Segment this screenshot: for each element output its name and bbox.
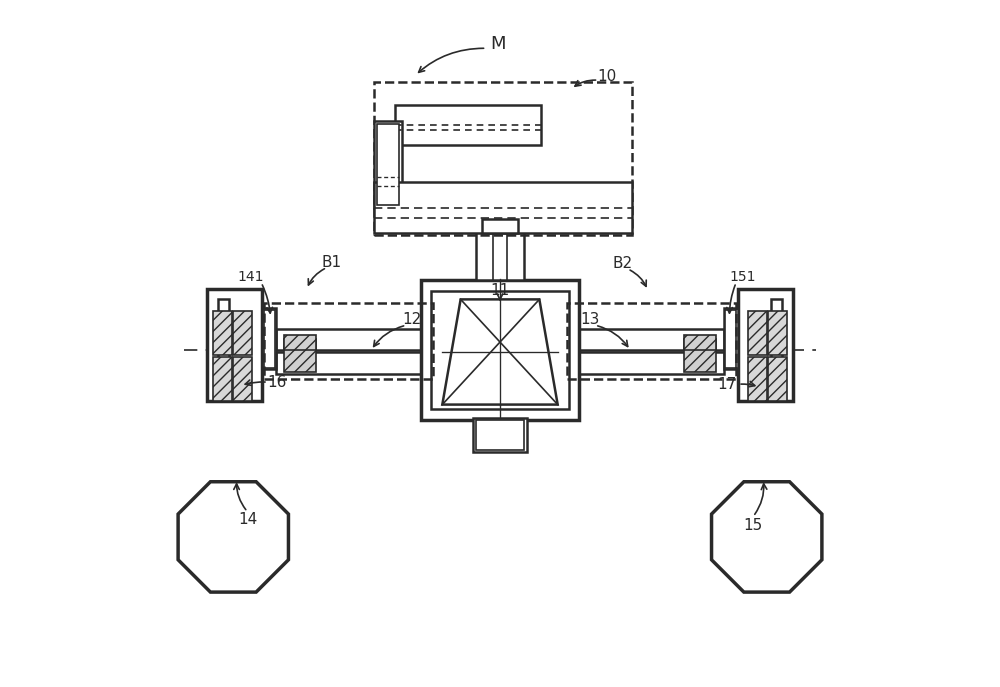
Bar <box>431 291 569 409</box>
Bar <box>421 280 579 420</box>
Bar <box>213 357 232 401</box>
Text: 151: 151 <box>729 270 756 284</box>
Text: 12: 12 <box>402 313 421 327</box>
Bar <box>395 105 541 145</box>
Bar <box>374 82 632 235</box>
Bar <box>567 303 736 379</box>
Bar <box>233 357 252 401</box>
Bar <box>571 352 724 374</box>
Bar <box>684 339 716 372</box>
Text: M: M <box>490 34 506 52</box>
Bar <box>476 229 524 280</box>
Bar <box>571 328 724 350</box>
Text: 13: 13 <box>580 313 599 327</box>
Bar <box>473 418 527 452</box>
Bar <box>207 289 262 401</box>
Bar <box>476 420 524 450</box>
Text: 15: 15 <box>744 518 763 533</box>
Text: 11: 11 <box>490 283 510 298</box>
Bar <box>264 303 433 379</box>
Bar <box>264 310 275 368</box>
Text: B2: B2 <box>612 256 632 271</box>
Bar <box>276 328 429 350</box>
Bar <box>213 311 232 355</box>
Bar <box>482 219 518 233</box>
Bar <box>768 357 787 401</box>
Bar <box>724 308 738 370</box>
Bar <box>768 311 787 355</box>
Bar <box>218 300 229 391</box>
Bar <box>684 335 716 350</box>
Bar <box>276 352 429 374</box>
Bar <box>233 311 252 355</box>
Text: B1: B1 <box>322 255 342 269</box>
Bar <box>377 124 399 205</box>
Bar <box>374 182 632 233</box>
Polygon shape <box>442 300 558 405</box>
Bar <box>725 310 736 368</box>
Text: 141: 141 <box>238 270 264 284</box>
Bar <box>771 300 782 391</box>
Bar <box>748 311 767 355</box>
Bar <box>374 121 402 207</box>
Text: 16: 16 <box>268 374 287 390</box>
Bar <box>738 289 793 401</box>
Bar <box>284 339 316 372</box>
Bar <box>748 357 767 401</box>
Polygon shape <box>178 482 288 592</box>
Text: 10: 10 <box>598 69 617 85</box>
Text: 17: 17 <box>718 376 737 392</box>
Bar <box>262 308 276 370</box>
Polygon shape <box>712 482 822 592</box>
Text: 14: 14 <box>238 513 257 528</box>
Bar <box>284 335 316 350</box>
